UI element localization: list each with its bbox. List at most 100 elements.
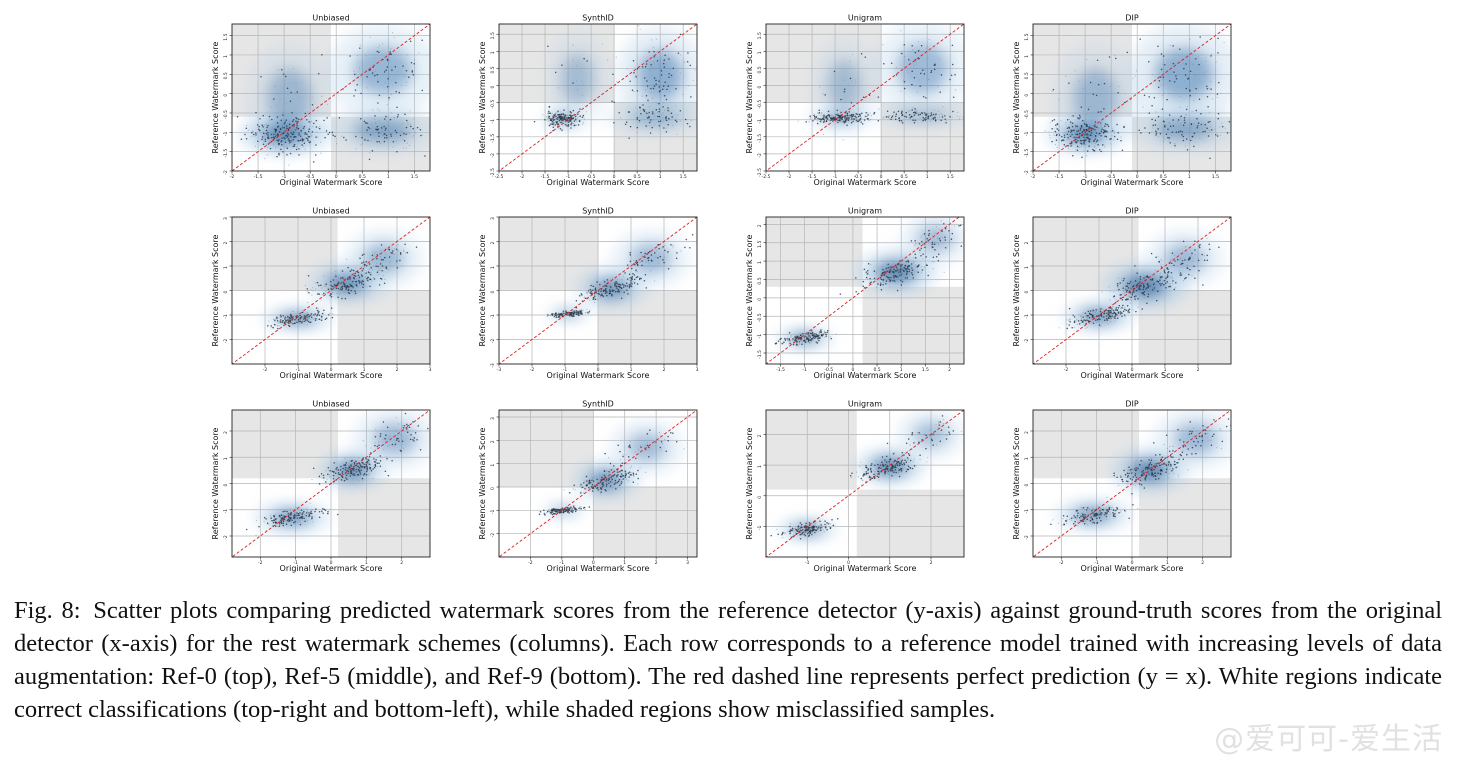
x-tick-label: -2.5 bbox=[495, 174, 504, 180]
y-tick-label: -2 bbox=[1024, 535, 1030, 540]
y-tick-label: 0 bbox=[223, 483, 229, 486]
x-tick-label: -2.5 bbox=[762, 174, 771, 180]
y-tick-label: -2 bbox=[1024, 170, 1030, 175]
panel-title: SynthID bbox=[582, 207, 614, 216]
y-tick-label: 1 bbox=[490, 266, 496, 269]
scatter-points bbox=[236, 31, 426, 166]
density-core bbox=[362, 242, 405, 275]
density-core bbox=[1173, 422, 1219, 456]
scatter-panel: -2 -1.5 -1 -0.5 0 0.5 1 1.5 -2 -1.5 -1 -0.5 0 0.5 1 1.5… bbox=[211, 14, 431, 187]
y-tick-label: -1 bbox=[757, 119, 763, 124]
x-tick-label: -0.5 bbox=[1107, 174, 1116, 180]
plot-area bbox=[1033, 410, 1231, 557]
shaded-region-top-left bbox=[766, 217, 863, 287]
density-core bbox=[1163, 242, 1206, 275]
y-tick-label: 0 bbox=[223, 94, 229, 97]
x-tick-label: -2 bbox=[1031, 174, 1036, 180]
x-tick-label: 1 bbox=[363, 367, 366, 373]
x-tick-label: -1 bbox=[802, 367, 807, 373]
y-tick-label: 0.5 bbox=[1024, 72, 1030, 79]
x-tick-label: 1 bbox=[1166, 560, 1169, 566]
y-tick-label: -2 bbox=[490, 153, 496, 158]
y-tick-label: -1 bbox=[223, 131, 229, 136]
scatter-panel: -1.5 -1 -0.5 0 0.5 1 1.5 2 -1.5 -1 -0.5 0 0.5 1 1.5 2 Un… bbox=[745, 207, 965, 380]
x-tick-label: -2 bbox=[263, 367, 268, 373]
x-tick-label: -2 bbox=[258, 560, 263, 566]
y-tick-label: -1.5 bbox=[490, 134, 496, 143]
scatter-points bbox=[1044, 36, 1231, 160]
y-tick-label: -1 bbox=[757, 526, 763, 531]
y-tick-label: 3 bbox=[490, 217, 496, 220]
y-tick-label: -2 bbox=[490, 339, 496, 344]
y-axis-label: Reference Watermark Score bbox=[1012, 41, 1021, 153]
x-axis-label: Original Watermark Score bbox=[547, 564, 650, 573]
density-layer bbox=[1047, 24, 1231, 154]
x-tick-label: -1.5 bbox=[776, 367, 785, 373]
x-tick-label: 0 bbox=[1131, 367, 1134, 373]
x-tick-label: -0.5 bbox=[587, 174, 596, 180]
x-tick-label: -1 bbox=[1083, 174, 1088, 180]
scatter-points bbox=[770, 415, 963, 540]
panel-title: DIP bbox=[1125, 14, 1139, 23]
x-axis-label: Original Watermark Score bbox=[814, 178, 917, 187]
figure-grid: -2 -1.5 -1 -0.5 0 0.5 1 1.5 -2 -1.5 -1 -0.5 0 0.5 1 1.5… bbox=[211, 14, 1232, 573]
density-core bbox=[353, 45, 414, 96]
shaded-region-top-left bbox=[766, 410, 857, 490]
density-core bbox=[372, 422, 418, 456]
x-axis-label: Original Watermark Score bbox=[1081, 564, 1184, 573]
y-tick-label: 1 bbox=[757, 465, 763, 468]
x-tick-label: 3 bbox=[429, 367, 432, 373]
y-tick-label: 0 bbox=[490, 290, 496, 293]
scatter-panel: -2 -1 0 1 2 -2 -1 0 1 2 Unbiased Original Watermark… bbox=[211, 400, 431, 573]
y-tick-label: 0 bbox=[490, 487, 496, 490]
x-tick-label: 0 bbox=[613, 174, 616, 180]
y-tick-label: 2 bbox=[490, 440, 496, 443]
x-tick-label: -1 bbox=[563, 367, 568, 373]
y-tick-label: -0.5 bbox=[757, 100, 763, 109]
x-tick-label: 0.5 bbox=[1160, 174, 1167, 180]
y-tick-label: -2 bbox=[223, 535, 229, 540]
y-tick-label: 0 bbox=[757, 85, 763, 88]
x-tick-label: 2 bbox=[663, 367, 666, 373]
x-tick-label: 2 bbox=[930, 560, 933, 566]
y-tick-label: -2.5 bbox=[757, 168, 763, 177]
y-tick-label: 2 bbox=[1024, 431, 1030, 434]
density-core bbox=[353, 118, 414, 143]
y-tick-label: 0 bbox=[490, 85, 496, 88]
shaded-region-bottom-right bbox=[862, 286, 964, 364]
y-tick-label: 0 bbox=[757, 496, 763, 499]
x-tick-label: 1 bbox=[1164, 367, 1167, 373]
scatter-panel: -2.5 -2 -1.5 -1 -0.5 0 0.5 1 1.5 -2.5 -2 -1.5 -1 -0.5… bbox=[745, 14, 965, 187]
x-tick-label: -2 bbox=[530, 367, 535, 373]
x-tick-label: 3 bbox=[696, 367, 699, 373]
x-tick-label: -2 bbox=[520, 174, 525, 180]
x-tick-label: 1 bbox=[888, 560, 891, 566]
y-axis-label: Reference Watermark Score bbox=[211, 41, 220, 153]
plot-area bbox=[1033, 217, 1231, 364]
density-core bbox=[1154, 47, 1215, 102]
perfect-prediction-line bbox=[1033, 410, 1231, 557]
y-tick-label: -1 bbox=[490, 119, 496, 124]
x-tick-label: -1.5 bbox=[808, 174, 817, 180]
density-layer bbox=[1054, 410, 1231, 531]
x-tick-label: 0.5 bbox=[873, 367, 880, 373]
shaded-region-bottom-right bbox=[856, 489, 964, 557]
scatter-points bbox=[1058, 237, 1220, 330]
perfect-prediction-line bbox=[499, 410, 697, 557]
y-tick-label: 0 bbox=[1024, 483, 1030, 486]
x-tick-label: -2 bbox=[1064, 367, 1069, 373]
x-tick-label: 0 bbox=[592, 560, 595, 566]
x-tick-label: -1 bbox=[566, 174, 571, 180]
panel-title: SynthID bbox=[582, 400, 614, 409]
y-tick-label: 0.5 bbox=[490, 66, 496, 73]
y-tick-label: -0.5 bbox=[757, 313, 763, 322]
y-tick-label: 1.5 bbox=[757, 32, 763, 39]
plot-area bbox=[766, 410, 964, 557]
x-axis-label: Original Watermark Score bbox=[547, 371, 650, 380]
x-tick-label: 0 bbox=[335, 174, 338, 180]
x-tick-label: 1 bbox=[623, 560, 626, 566]
perfect-prediction-line bbox=[499, 24, 697, 171]
plot-frame bbox=[498, 23, 698, 172]
plot-area bbox=[1033, 24, 1231, 171]
x-tick-label: -2 bbox=[528, 560, 533, 566]
